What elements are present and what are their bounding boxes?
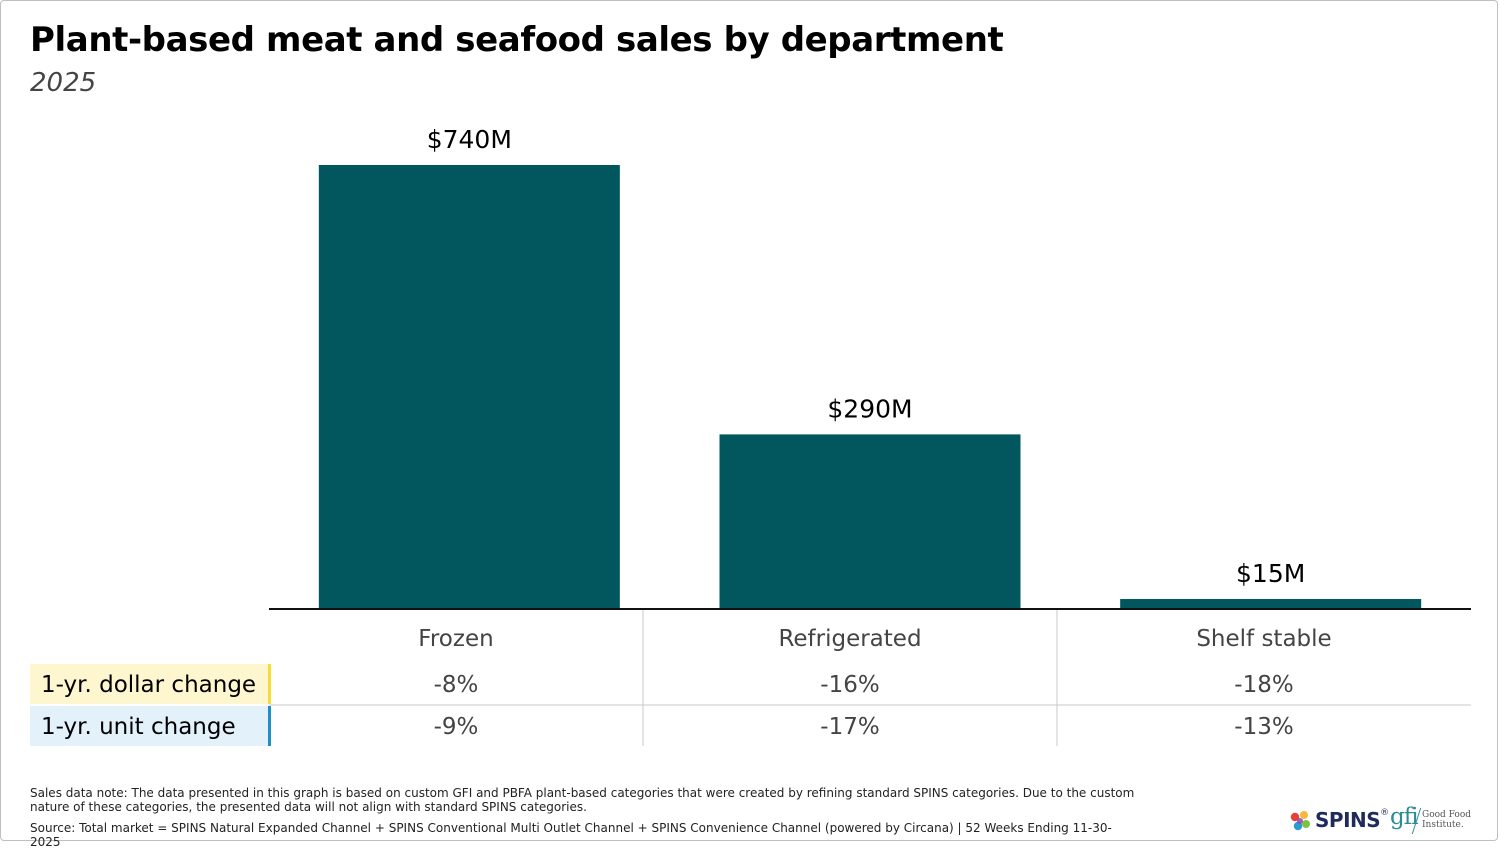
bar-value-label: $15M	[1236, 559, 1305, 588]
spins-logo-text: SPINS®	[1315, 808, 1389, 832]
sales-data-note: Sales data note: The data presented in t…	[30, 786, 1135, 814]
category-label: Shelf stable	[1196, 626, 1331, 652]
table-cell: -9%	[433, 714, 479, 740]
category-label: Refrigerated	[778, 626, 921, 652]
gfi-logo-name: Good Food Institute.	[1422, 810, 1471, 830]
table-cell: -13%	[1234, 714, 1294, 740]
dollar-change-label: 1-yr. dollar change	[30, 664, 271, 704]
unit-change-label: 1-yr. unit change	[30, 706, 271, 746]
table-cell: -8%	[433, 672, 479, 698]
bar-refrigerated	[719, 434, 1021, 608]
chart-subtitle: 2025	[30, 68, 97, 98]
spins-logo-icon	[1290, 811, 1310, 831]
bar-frozen	[318, 165, 620, 608]
source-note: Source: Total market = SPINS Natural Exp…	[30, 821, 1112, 849]
table-cell: -16%	[820, 672, 880, 698]
category-label: Frozen	[418, 626, 493, 652]
bar-shelf-stable	[1120, 599, 1422, 608]
table-cell: -18%	[1234, 672, 1294, 698]
logos: SPINS® gfi Good Food Institute.	[1288, 804, 1478, 836]
table-cell: -17%	[820, 714, 880, 740]
chart-title: Plant-based meat and seafood sales by de…	[30, 20, 1004, 60]
bar-value-label: $290M	[827, 394, 912, 423]
bar-value-label: $740M	[427, 125, 512, 154]
